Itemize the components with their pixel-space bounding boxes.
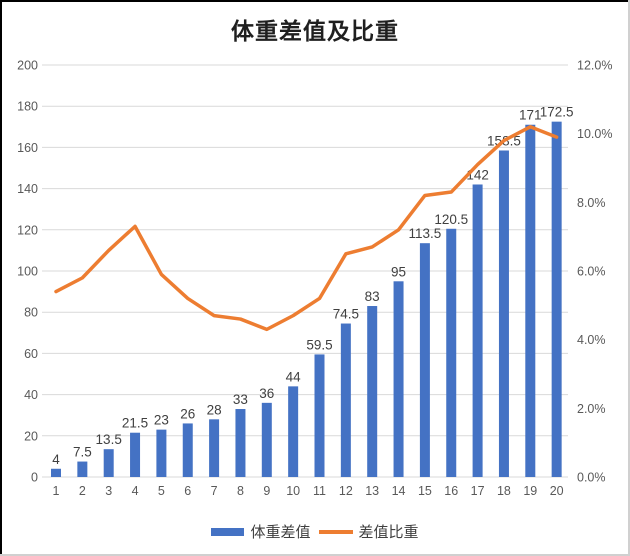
bar-data-label: 44	[286, 369, 302, 384]
left-axis-tick-label: 60	[24, 347, 38, 361]
bar-data-label: 172.5	[540, 105, 574, 120]
bar-data-label: 83	[365, 289, 380, 304]
chart-title: 体重差值及比重	[231, 18, 399, 45]
bar	[525, 124, 536, 478]
bar	[314, 354, 325, 477]
right-axis-tick-label: 8.0%	[577, 196, 606, 210]
left-axis-tick-label: 200	[17, 59, 38, 73]
bar-data-label: 120.5	[434, 212, 468, 227]
x-axis-tick-label: 15	[418, 484, 432, 498]
left-axis-tick-label: 40	[24, 388, 38, 402]
bar-data-label: 59.5	[306, 337, 332, 352]
bar-data-label: 4	[52, 452, 60, 467]
bar	[156, 429, 167, 477]
legend: 体重差值 差值比重	[0, 521, 630, 542]
bar	[235, 409, 246, 477]
bar	[209, 419, 220, 477]
bar-data-label: 74.5	[333, 307, 359, 322]
right-axis-tick-label: 6.0%	[577, 265, 606, 279]
line-series	[54, 125, 559, 332]
bar	[367, 306, 378, 477]
bar	[393, 281, 404, 477]
bar-data-label: 36	[259, 386, 274, 401]
x-axis-tick-label: 1	[53, 484, 60, 498]
left-axis-tick-label: 80	[24, 306, 38, 320]
x-axis-tick-label: 8	[237, 484, 244, 498]
x-axis-tick-label: 2	[79, 484, 86, 498]
bar	[130, 432, 141, 477]
bar-data-label: 7.5	[73, 445, 92, 460]
bar	[77, 461, 88, 477]
x-axis-tick-label: 7	[211, 484, 218, 498]
x-axis-tick-label: 10	[286, 484, 300, 498]
left-axis-tick-label: 120	[17, 223, 38, 237]
left-axis-tick-label: 180	[17, 100, 38, 114]
x-axis-tick-label: 9	[263, 484, 270, 498]
bar	[419, 243, 430, 477]
x-axis-tick-label: 4	[132, 484, 139, 498]
bar-data-label: 171	[519, 108, 542, 123]
bar	[182, 423, 193, 477]
left-axis-tick-label: 0	[31, 471, 38, 485]
legend-item-bar-series: 体重差值	[211, 521, 311, 542]
bar	[288, 386, 299, 477]
bar	[103, 449, 114, 477]
bar-data-label: 95	[391, 264, 406, 279]
x-axis-tick-label: 5	[158, 484, 165, 498]
bar	[51, 468, 61, 477]
x-axis-tick-label: 6	[184, 484, 191, 498]
legend-item-line-series: 差值比重	[318, 521, 419, 542]
legend-label-line-series: 差值比重	[358, 523, 419, 541]
x-axis-tick-label: 13	[365, 484, 379, 498]
bar	[340, 323, 351, 477]
bar-data-label: 28	[207, 402, 222, 417]
x-axis-tick-label: 18	[497, 484, 511, 498]
x-axis-tick-label: 20	[550, 484, 564, 498]
x-axis-tick-label: 16	[444, 484, 458, 498]
bar-data-label: 113.5	[409, 226, 442, 241]
x-axis-tick-label: 19	[523, 484, 537, 498]
left-axis-tick-label: 160	[17, 141, 38, 155]
bar-data-label: 13.5	[96, 432, 122, 447]
right-axis-tick-label: 4.0%	[577, 333, 606, 347]
bar	[472, 184, 483, 478]
bar-series-swatch-icon	[211, 527, 245, 536]
x-axis-tick-label: 12	[339, 484, 353, 498]
x-axis-tick-label: 11	[313, 484, 326, 498]
bar	[498, 150, 509, 478]
bar-data-label: 23	[154, 413, 169, 428]
x-axis-tick-label: 17	[471, 484, 485, 498]
bar-data-label: 26	[180, 406, 195, 421]
x-axis-tick-label: 3	[105, 484, 112, 498]
left-axis-tick-label: 20	[24, 429, 38, 443]
left-axis-tick-label: 140	[17, 182, 38, 196]
bar-data-label: 33	[233, 392, 248, 407]
right-axis-tick-label: 2.0%	[577, 402, 606, 416]
legend-label-bar-series: 体重差值	[250, 523, 311, 541]
x-axis-tick-label: 14	[392, 484, 406, 498]
bar	[446, 228, 457, 477]
bar	[551, 121, 562, 478]
bar	[261, 402, 272, 477]
left-axis-tick-label: 100	[17, 265, 38, 279]
line-series-swatch-icon	[318, 529, 353, 534]
right-axis-tick-label: 10.0%	[577, 127, 612, 141]
bar-data-label: 21.5	[122, 416, 148, 431]
right-axis-tick-label: 12.0%	[577, 59, 612, 73]
right-axis-tick-label: 0.0%	[577, 471, 606, 485]
